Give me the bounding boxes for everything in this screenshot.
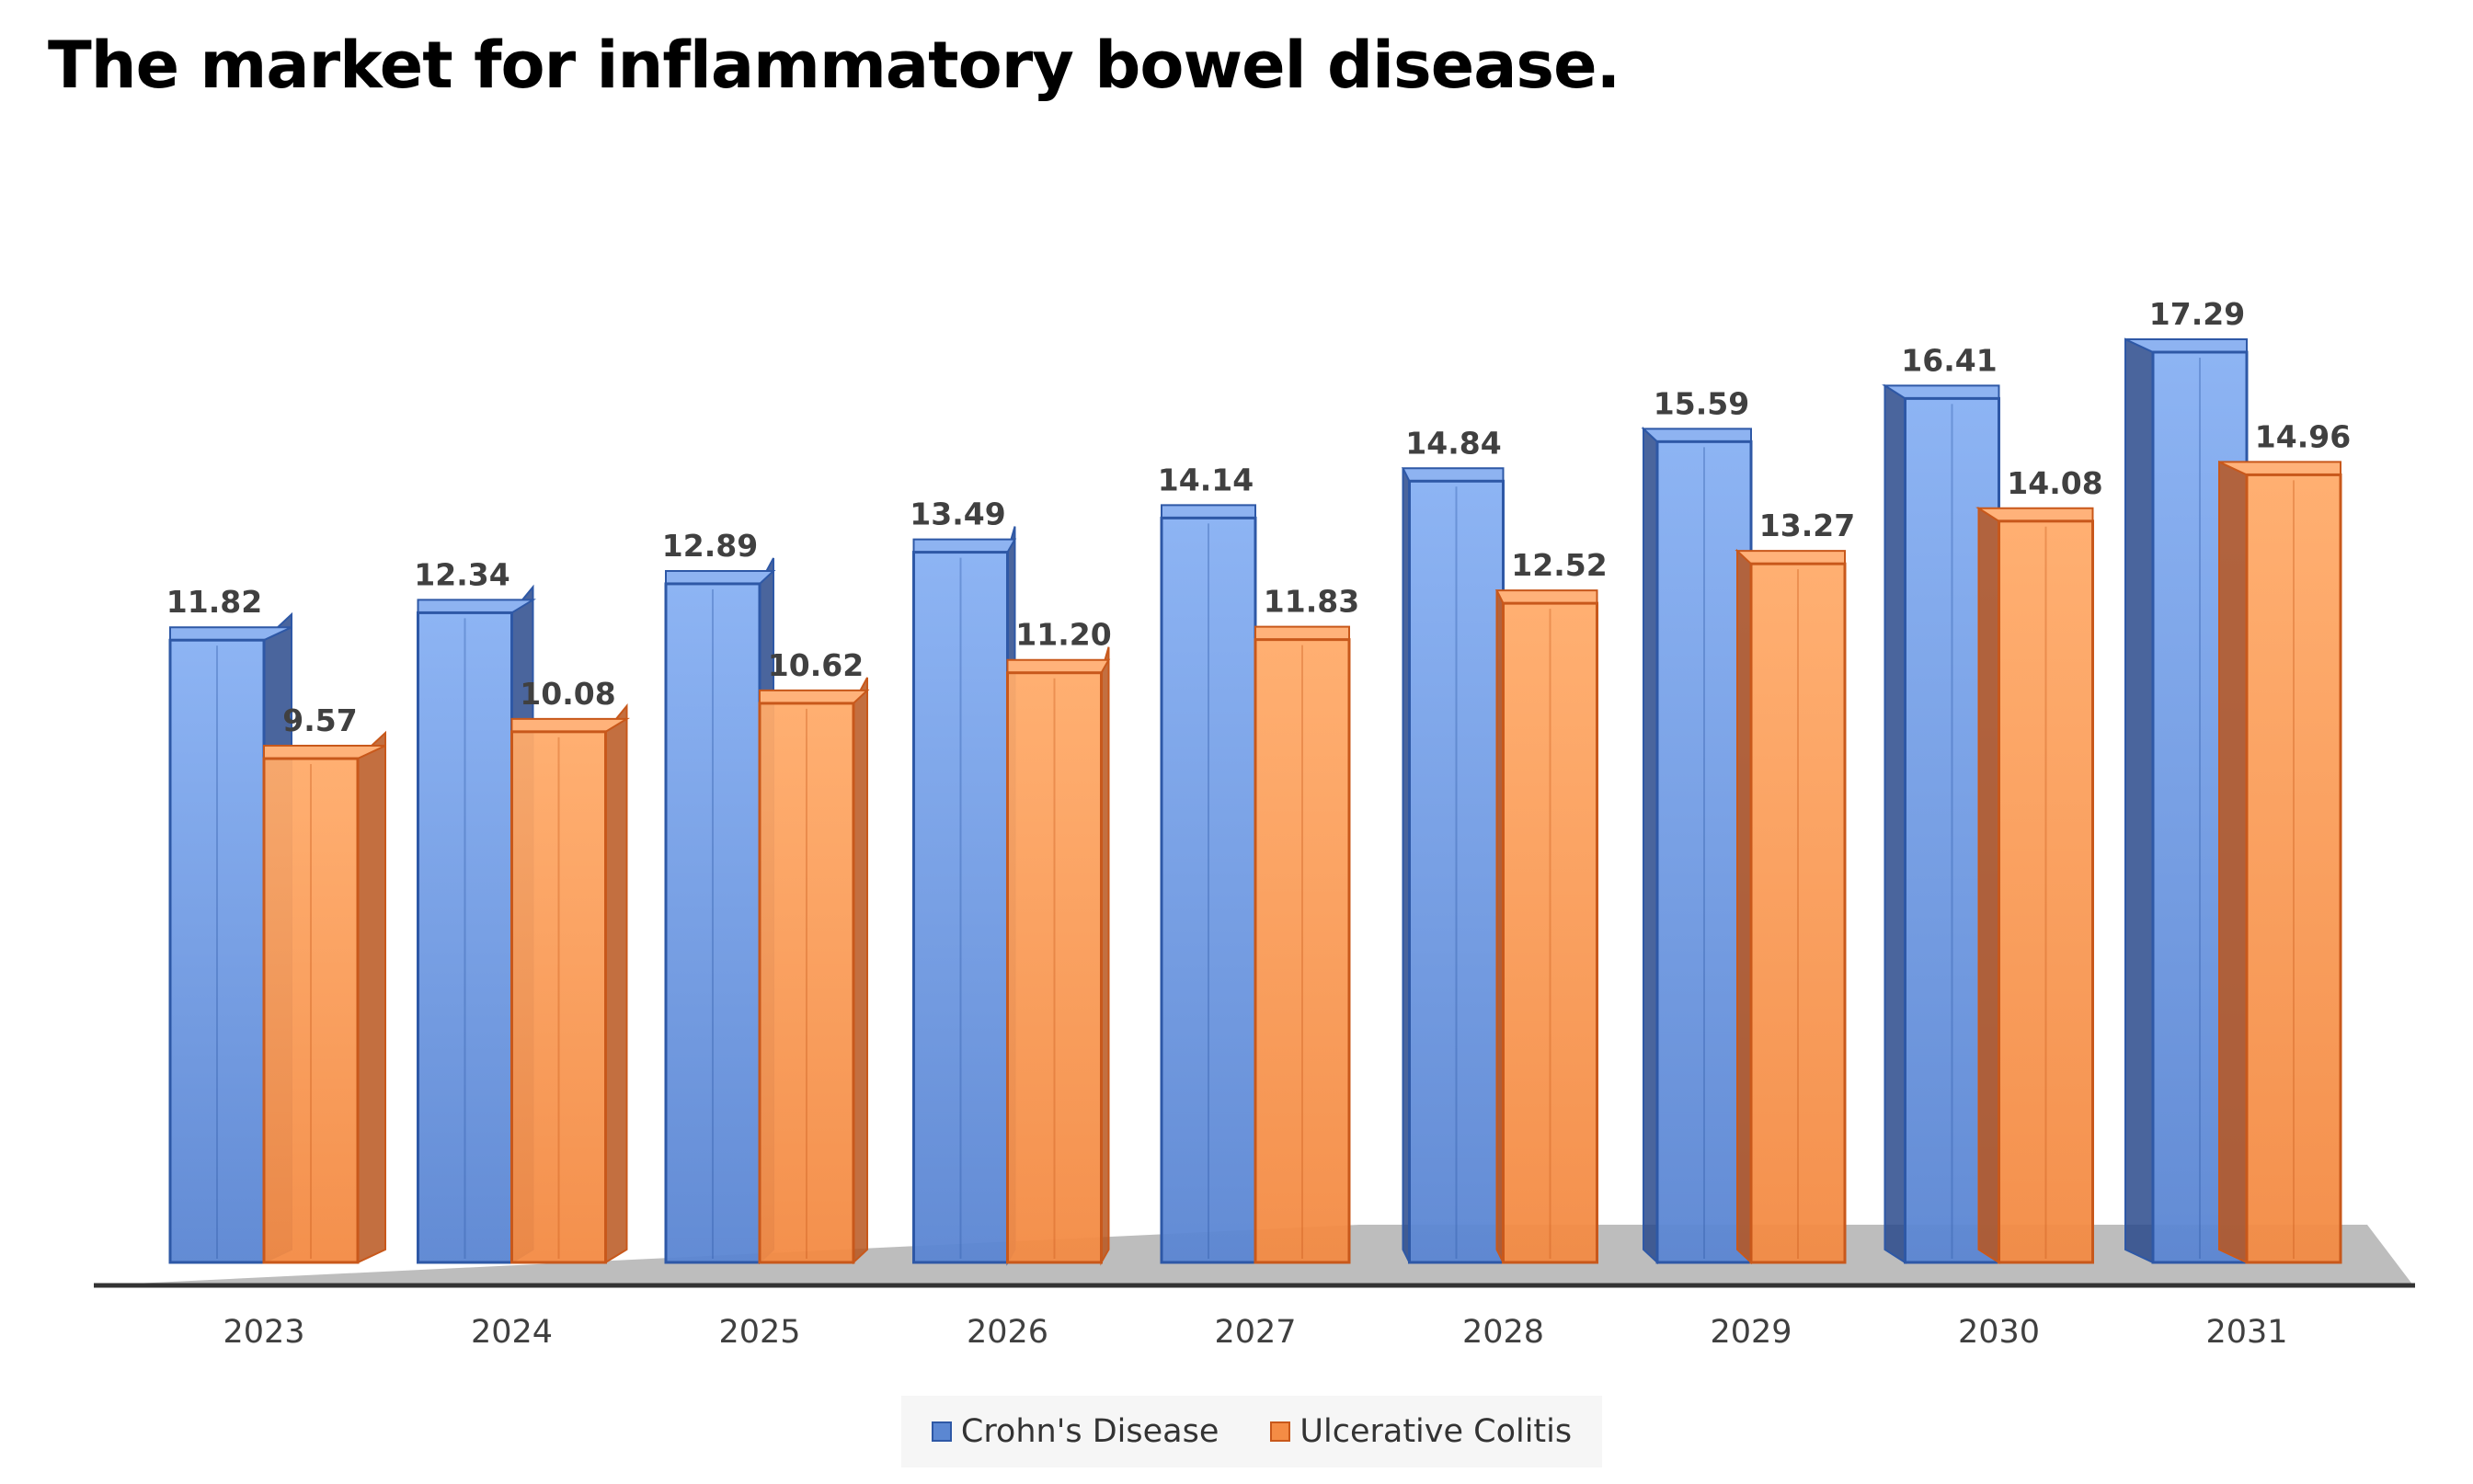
bar-side-crohns-2029	[1643, 427, 1658, 1265]
data-label-crohns-2028: 14.84	[1405, 425, 1501, 461]
data-label-crohns-2024: 12.34	[414, 556, 509, 592]
legend-item-ulcerative-colitis: Ulcerative Colitis	[1270, 1413, 1572, 1450]
data-label-crohns-2030: 16.41	[1901, 342, 1997, 378]
bar-top-ulcerative-colitis-2029	[1735, 550, 1846, 565]
data-label-crohns-2029: 15.59	[1654, 385, 1749, 421]
x-tick-label-2027: 2027	[1214, 1314, 1296, 1351]
data-label-ulcerative-colitis-2023: 9.57	[282, 702, 357, 738]
bar-top-ulcerative-colitis-2026	[1006, 658, 1111, 674]
bar-top-ulcerative-colitis-2024	[510, 717, 631, 733]
x-tick-label-2026: 2026	[967, 1314, 1048, 1351]
bar-ulcerative-colitis-2026	[1006, 671, 1103, 1264]
bars-layer	[168, 337, 2342, 1266]
data-label-ulcerative-colitis-2029: 13.27	[1759, 508, 1855, 543]
legend-label-ulcerative-colitis: Ulcerative Colitis	[1299, 1413, 1573, 1450]
bar-crohns-2025	[664, 582, 761, 1264]
x-tick-label-2031: 2031	[2205, 1314, 2287, 1351]
bar-top-crohns-2028	[1401, 467, 1505, 483]
bar-side-crohns-2031	[2124, 337, 2154, 1264]
chart-title: The market for inflammatory bowel diseas…	[48, 28, 1620, 103]
data-label-crohns-2025: 12.89	[662, 528, 758, 564]
bar-crohns-2027	[1160, 516, 1257, 1264]
data-label-ulcerative-colitis-2028: 12.52	[1511, 547, 1607, 583]
bar-top-crohns-2029	[1641, 428, 1752, 443]
bar-side-ulcerative-colitis-2031	[2218, 460, 2248, 1264]
bar-top-ulcerative-colitis-2028	[1494, 589, 1598, 605]
bar-ulcerative-colitis-2027	[1254, 638, 1351, 1264]
bar-top-crohns-2026	[912, 538, 1017, 554]
bar-top-crohns-2027	[1161, 504, 1256, 519]
x-axis-tick-labels: 2023 2024 2025 2026 2027 2028 2029 2030 2031	[223, 1314, 2287, 1351]
bar-ulcerative-colitis-2029	[1749, 562, 1847, 1264]
bar-top-crohns-2030	[1882, 384, 2000, 400]
bar-side-ulcerative-colitis-2024	[604, 703, 628, 1264]
legend-label-crohns: Crohn's Disease	[960, 1413, 1219, 1450]
data-label-ulcerative-colitis-2024: 10.08	[520, 676, 615, 712]
bar-ulcerative-colitis-2028	[1502, 601, 1598, 1264]
data-label-crohns-2031: 17.29	[2149, 296, 2245, 332]
bar-top-crohns-2024	[417, 599, 537, 614]
chart-legend: Crohn's Disease Ulcerative Colitis	[901, 1396, 1602, 1467]
bar-ulcerative-colitis-2031	[2245, 473, 2342, 1264]
bar-ulcerative-colitis-2024	[510, 730, 607, 1264]
legend-item-crohns: Crohn's Disease	[931, 1413, 1219, 1450]
bar-top-crohns-2025	[665, 569, 776, 585]
legend-swatch-crohns	[931, 1421, 952, 1442]
data-label-ulcerative-colitis-2031: 14.96	[2255, 418, 2351, 454]
data-label-ulcerative-colitis-2027: 11.83	[1264, 584, 1359, 620]
bar-side-ulcerative-colitis-2025	[853, 677, 868, 1265]
data-label-ulcerative-colitis-2030: 14.08	[2007, 465, 2102, 501]
data-labels-layer: 11.82 9.57 12.34 10.08 12.89 10.62 13.49 11.20 1…	[166, 296, 2351, 738]
data-label-ulcerative-colitis-2025: 10.62	[768, 647, 864, 683]
data-label-crohns-2023: 11.82	[166, 584, 262, 620]
data-label-crohns-2027: 14.14	[1158, 462, 1254, 497]
bar-crohns-2024	[417, 611, 513, 1264]
bar-top-ulcerative-colitis-2027	[1254, 625, 1350, 641]
bar-ulcerative-colitis-2030	[1998, 519, 2094, 1264]
x-tick-label-2023: 2023	[223, 1314, 304, 1351]
bar-ulcerative-colitis-2023	[262, 757, 360, 1264]
legend-swatch-ulcerative-colitis	[1270, 1421, 1291, 1442]
bar-crohns-2023	[168, 638, 266, 1264]
bar-side-crohns-2030	[1883, 383, 1906, 1264]
bar-side-ulcerative-colitis-2029	[1736, 548, 1752, 1265]
x-tick-label-2024: 2024	[471, 1314, 553, 1351]
x-tick-label-2028: 2028	[1462, 1314, 1544, 1351]
bar-crohns-2029	[1655, 439, 1753, 1264]
data-label-ulcerative-colitis-2026: 11.20	[1015, 617, 1111, 653]
bar-top-ulcerative-colitis-2025	[759, 689, 870, 704]
bar-top-ulcerative-colitis-2030	[1975, 507, 2094, 522]
x-tick-label-2025: 2025	[718, 1314, 800, 1351]
bar-crohns-2026	[912, 551, 1009, 1264]
x-tick-label-2030: 2030	[1958, 1314, 2040, 1351]
data-label-crohns-2026: 13.49	[910, 497, 1005, 532]
x-tick-label-2029: 2029	[1710, 1314, 1792, 1351]
bar-crohns-2028	[1408, 479, 1505, 1264]
bar-side-ulcerative-colitis-2023	[357, 730, 386, 1264]
bar-side-ulcerative-colitis-2030	[1977, 506, 2000, 1264]
bar-ulcerative-colitis-2025	[758, 702, 855, 1264]
